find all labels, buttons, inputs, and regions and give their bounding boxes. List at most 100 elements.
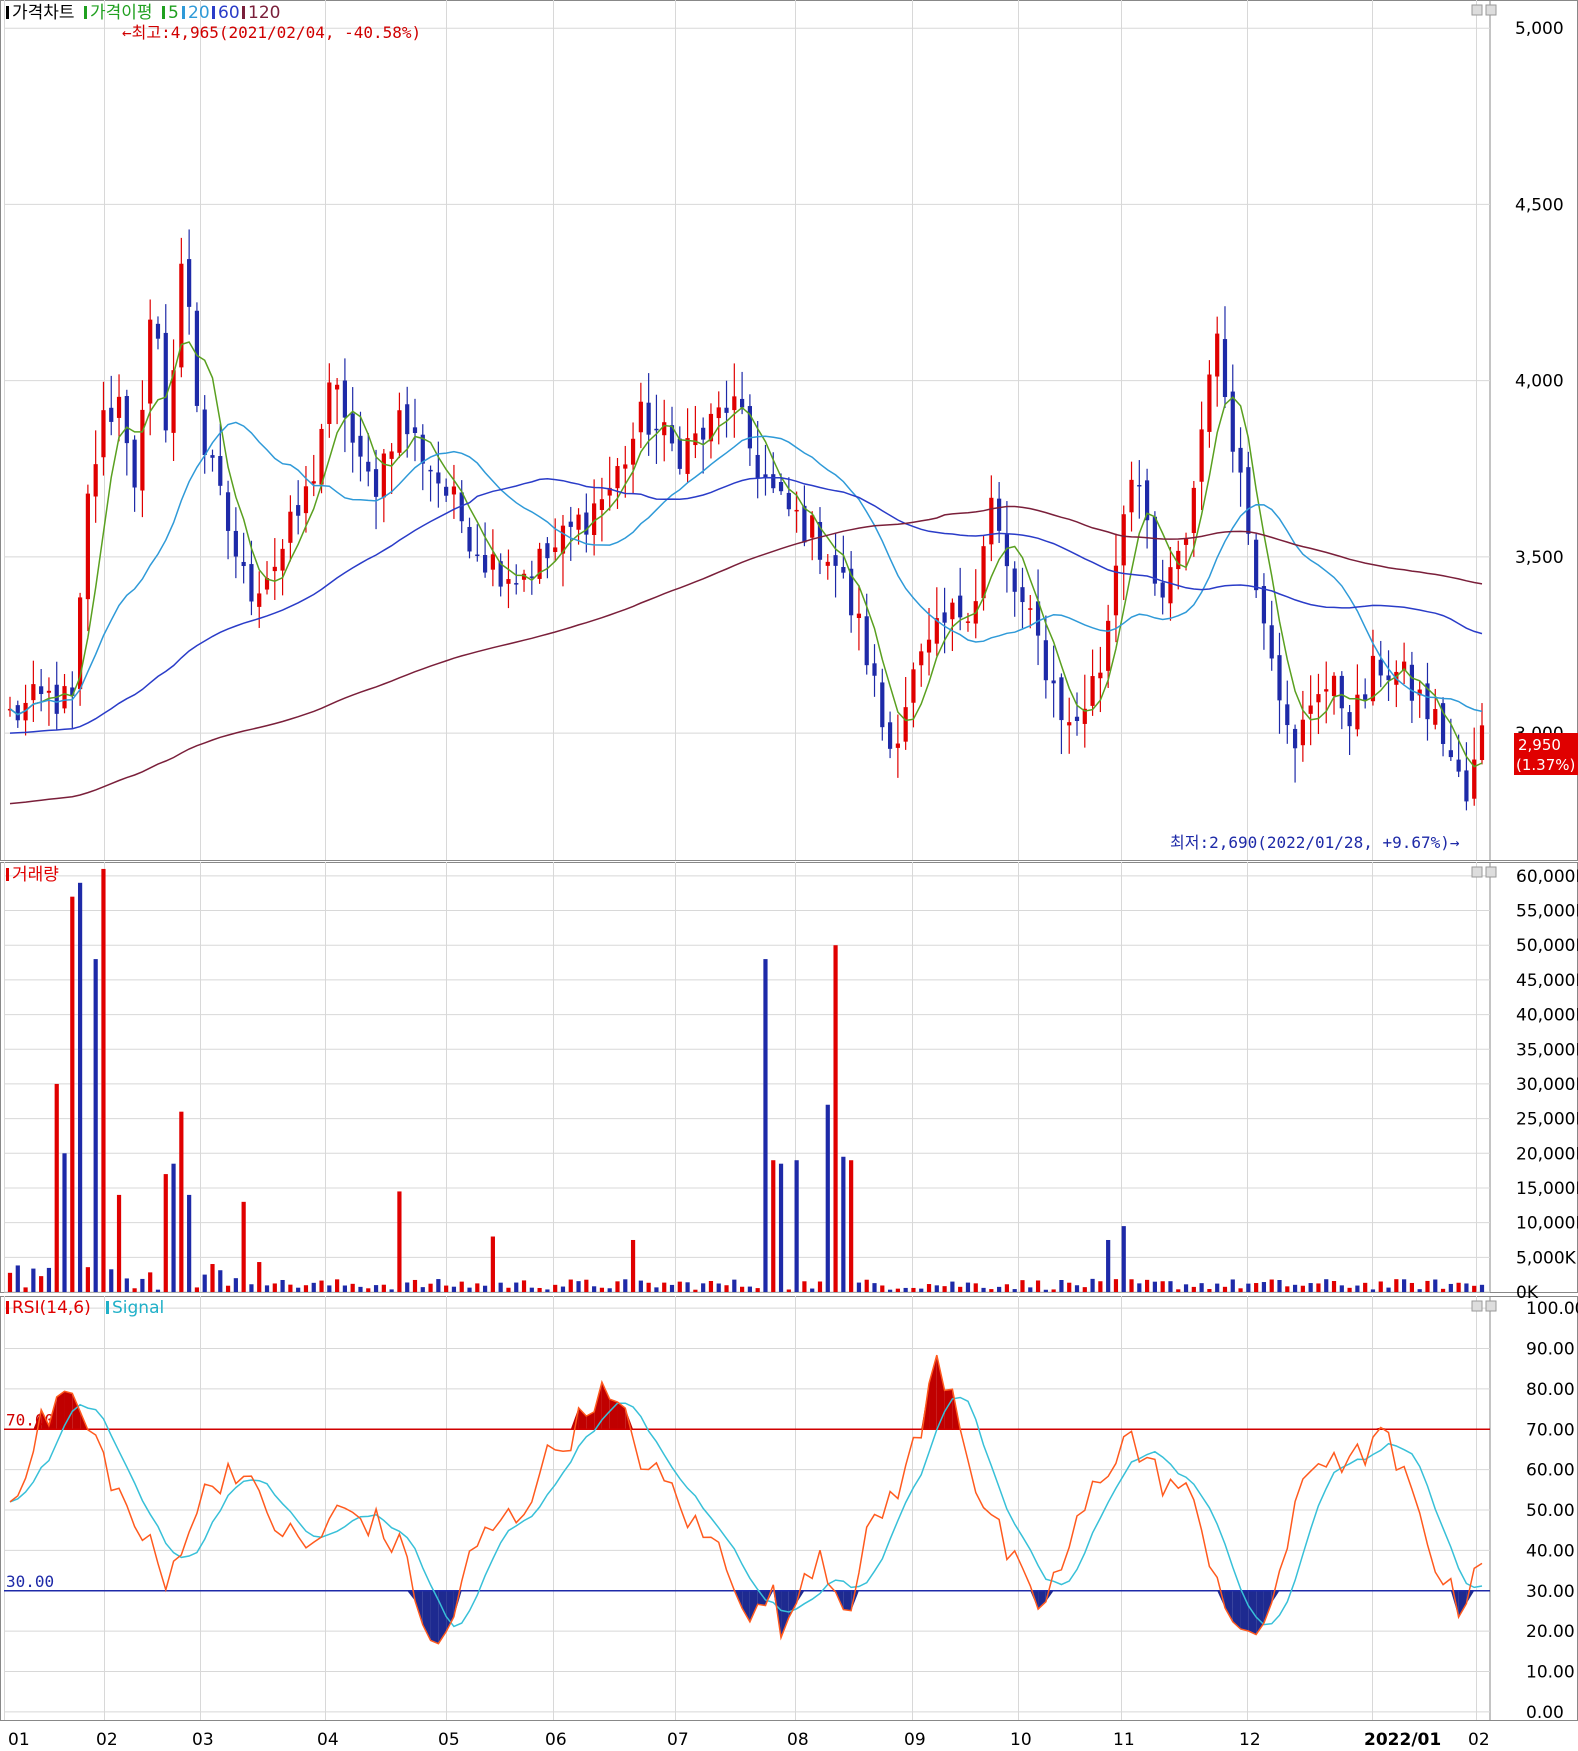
volume-bar <box>1191 1286 1196 1292</box>
candle-body <box>576 514 581 530</box>
candle-body <box>669 425 675 444</box>
volume-bar <box>1035 1280 1041 1292</box>
candle-body <box>926 639 932 653</box>
candle-body <box>732 396 737 411</box>
volume-bar <box>997 1286 1002 1292</box>
volume-bar <box>319 1280 324 1292</box>
candle-body <box>1020 587 1025 603</box>
candle-body <box>708 413 714 442</box>
volume-bar <box>802 1281 807 1292</box>
volume-bar <box>592 1286 597 1292</box>
candle-body <box>771 474 776 489</box>
candle-body <box>981 546 986 599</box>
rsi-tick-label: 80.00 <box>1526 1380 1575 1400</box>
volume-bar <box>856 1282 862 1292</box>
volume-bar <box>708 1280 714 1292</box>
last-price-label: 2,950 <box>1518 736 1561 754</box>
volume-bar <box>1409 1282 1415 1292</box>
volume-bar <box>1394 1279 1399 1292</box>
candle-body <box>381 453 386 498</box>
candle-body <box>1067 722 1072 726</box>
candle-body <box>1331 675 1337 697</box>
volume-bar <box>264 1285 270 1292</box>
candle-body <box>1448 750 1453 758</box>
volume-bar <box>1378 1281 1383 1292</box>
candle-body <box>1347 712 1352 727</box>
volume-bar <box>23 1287 28 1292</box>
volume-bar <box>701 1283 706 1292</box>
candle-body <box>1292 728 1298 749</box>
candle-body <box>1121 514 1126 566</box>
candle-body <box>506 579 511 584</box>
volume-bar <box>895 1288 900 1292</box>
volume-bar <box>934 1285 939 1292</box>
candle-body <box>1168 567 1173 604</box>
volume-bar <box>389 1289 394 1292</box>
price-tick-label: 4,500 <box>1515 195 1564 215</box>
volume-bar <box>623 1279 628 1292</box>
candle-body <box>1199 429 1204 482</box>
volume-bar <box>669 1284 675 1292</box>
price-legend-label: 20 <box>188 3 210 23</box>
candle-body <box>755 454 760 479</box>
candle-body <box>1222 339 1228 398</box>
volume-bar <box>958 1286 963 1292</box>
candle-body <box>225 492 231 531</box>
volume-bar <box>1472 1285 1477 1292</box>
volume-bar <box>482 1285 488 1292</box>
volume-bar <box>373 1285 379 1292</box>
rsi-panel[interactable]: 70.00 30.00 <box>4 1354 1490 1645</box>
signal-line <box>9 1396 1483 1628</box>
volume-panel[interactable] <box>7 868 1485 1292</box>
price-panel[interactable]: ←최고:4,965(2021/02/04, -40.58%) 최저:2,690(2… <box>7 23 1485 852</box>
volume-bar <box>677 1281 682 1292</box>
volume-bar <box>989 1289 994 1292</box>
volume-bar <box>498 1282 503 1292</box>
volume-bar <box>366 1288 371 1292</box>
candle-body <box>1207 374 1212 432</box>
volume-bar <box>1082 1287 1087 1292</box>
vol-frame <box>0 862 1578 1293</box>
volume-bar <box>1402 1279 1407 1292</box>
rsi-overbought-fill <box>609 1399 618 1430</box>
volume-bar <box>537 1287 542 1292</box>
volume-bar <box>973 1283 978 1292</box>
candle-body <box>615 466 620 489</box>
candle-body <box>101 410 106 458</box>
volume-bar <box>303 1285 309 1292</box>
candle-body <box>1324 689 1329 692</box>
candle-body <box>763 474 768 478</box>
volume-bar <box>1285 1286 1290 1292</box>
volume-bar <box>467 1287 472 1292</box>
candle-body <box>810 515 815 538</box>
rsi-oversold-fill <box>1232 1590 1241 1630</box>
candle-body <box>241 561 246 567</box>
candle-body <box>93 464 98 497</box>
rsi-oversold-fill <box>749 1590 758 1622</box>
candle-body <box>965 621 971 623</box>
volume-bar <box>950 1281 955 1292</box>
candle-body <box>1160 582 1165 598</box>
candle-body <box>529 576 534 578</box>
candle-body <box>1106 620 1111 671</box>
volume-bar <box>1168 1281 1173 1292</box>
volume-bar <box>1152 1281 1157 1292</box>
candle-body <box>490 554 495 570</box>
volume-bar <box>1440 1288 1446 1292</box>
volume-bar <box>1417 1289 1422 1292</box>
candle-body <box>568 521 573 527</box>
volume-bar <box>942 1286 947 1292</box>
price-frame <box>0 0 1578 861</box>
rsi-tick-label: 100.00 <box>1526 1299 1578 1319</box>
volume-bar <box>272 1283 277 1292</box>
candle-body <box>428 469 433 472</box>
candle-body <box>15 705 20 721</box>
volume-bar <box>654 1287 659 1292</box>
volume-bar <box>514 1282 519 1292</box>
candle-body <box>934 618 939 644</box>
volume-bar <box>405 1282 410 1292</box>
month-label: 02 <box>96 1730 118 1750</box>
candle-body <box>1230 391 1235 452</box>
rsi-oversold-fill <box>1263 1590 1272 1624</box>
volume-legend-label: 거래량 <box>12 865 59 885</box>
